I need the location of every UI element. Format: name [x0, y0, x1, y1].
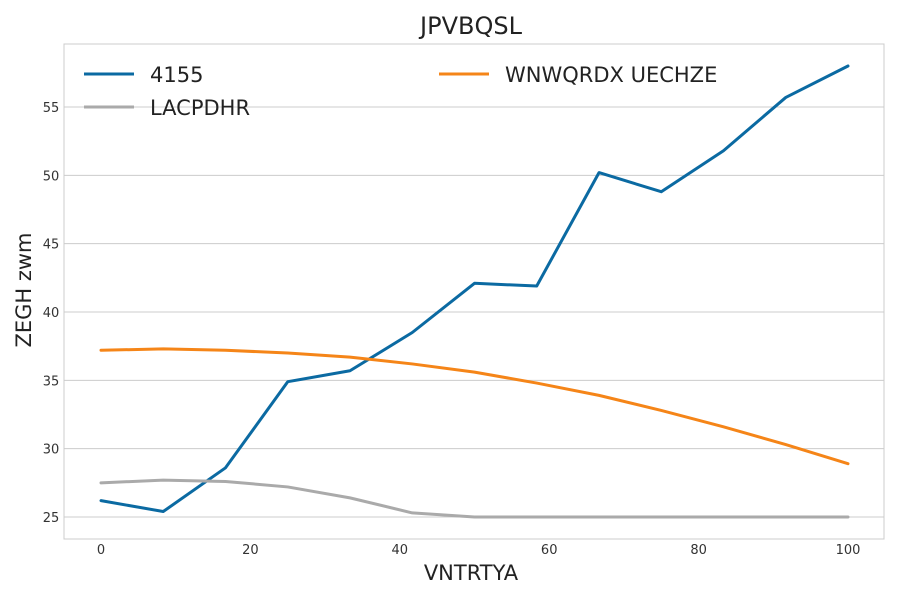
- y-tick-label-30: 30: [43, 443, 60, 458]
- series-line-1: [99, 347, 850, 466]
- legend-label-0: 4155: [150, 63, 203, 87]
- x-tick-label-0: 0: [97, 543, 105, 558]
- y-tick-label-25: 25: [43, 511, 60, 526]
- legend-label-2: LACPDHR: [150, 96, 250, 120]
- x-axis-label: VNTRTYA: [424, 561, 519, 585]
- y-axis-label: ZEGH zwm: [12, 232, 36, 347]
- x-tick-label-60: 60: [541, 543, 558, 558]
- y-tick-label-40: 40: [43, 306, 60, 321]
- x-tick-label-40: 40: [392, 543, 409, 558]
- y-axis-ticks: 25 30 35 40 45 50 55: [43, 101, 60, 526]
- series-line-0: [99, 64, 850, 514]
- x-tick-label-100: 100: [836, 543, 861, 558]
- y-tick-label-50: 50: [43, 169, 60, 184]
- x-tick-label-20: 20: [242, 543, 259, 558]
- plot-frame: [63, 43, 885, 540]
- grid-lines: [64, 106, 884, 518]
- y-tick-label-55: 55: [43, 101, 60, 116]
- x-tick-label-80: 80: [690, 543, 707, 558]
- series-lines: [99, 64, 850, 519]
- chart-title: JPVBQSL: [418, 12, 523, 40]
- series-line-2: [99, 478, 850, 519]
- y-tick-label-45: 45: [43, 238, 60, 253]
- legend-label-1: WNWQRDX UECHZE: [505, 63, 717, 87]
- legend: 4155 WNWQRDX UECHZE LACPDHR: [84, 63, 717, 120]
- y-tick-label-35: 35: [43, 374, 60, 389]
- x-axis-ticks: 0 20 40 60 80 100: [97, 543, 861, 558]
